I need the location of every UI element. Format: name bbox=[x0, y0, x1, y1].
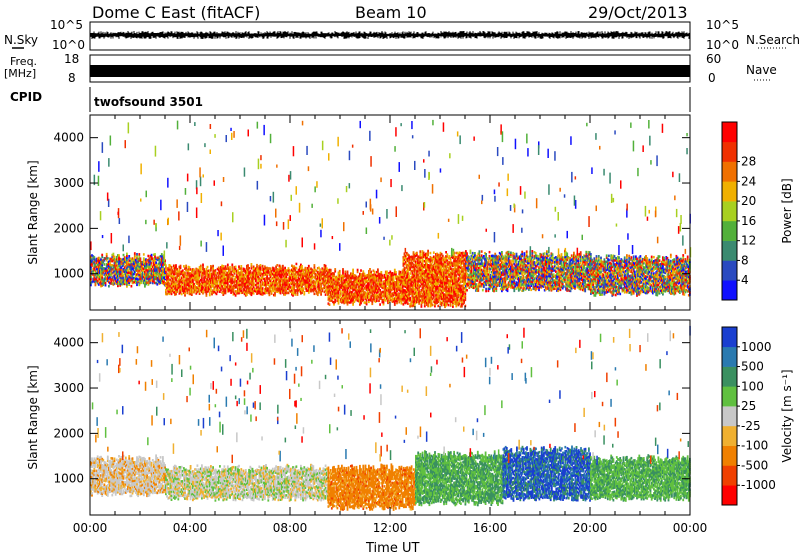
colorbar-tick: 25 bbox=[741, 399, 756, 413]
y-axis-label: Slant Range [km] bbox=[26, 365, 40, 469]
x-axis-label: Time UT bbox=[365, 541, 419, 554]
freq-unit-label: [MHz] bbox=[4, 67, 36, 80]
date-title: 29/Oct/2013 bbox=[588, 3, 688, 22]
colorbar-tick: -1000 bbox=[741, 478, 776, 492]
freq-trace bbox=[90, 65, 690, 77]
data-cells bbox=[90, 325, 691, 511]
colorbar-label: Power [dB] bbox=[780, 178, 794, 243]
colorbar-tick: -100 bbox=[741, 439, 768, 453]
cpid-name: twofsound 3501 bbox=[94, 95, 203, 109]
x-tick-label: 20:00 bbox=[573, 521, 608, 535]
colorbar-tick: 24 bbox=[741, 174, 756, 188]
colorbar-tick: 100 bbox=[741, 379, 764, 393]
nsearch-label: N.Search bbox=[746, 33, 800, 47]
y-tick-label: 3000 bbox=[53, 381, 84, 395]
colorbar-tick: 16 bbox=[741, 214, 756, 228]
nave-tick-top: 60 bbox=[706, 52, 721, 66]
station-title: Dome C East (fitACF) bbox=[92, 3, 260, 22]
colorbar-tick: -500 bbox=[741, 458, 768, 472]
y-tick-label: 1000 bbox=[53, 267, 84, 281]
x-tick-label: 12:00 bbox=[373, 521, 408, 535]
x-tick-label: 04:00 bbox=[173, 521, 208, 535]
y-axis-label: Slant Range [km] bbox=[26, 160, 40, 264]
colorbar-tick: 4 bbox=[741, 273, 749, 287]
colorbar: 1000 500 100 25 -25 -100 -500 -1000 Velocity [m … bbox=[721, 326, 794, 506]
noise-tick-right-top: 10^5 bbox=[706, 18, 739, 32]
velocity-panel: 1000 2000 3000 4000 00:00 04:00 08:00 12:00 16:0… bbox=[26, 319, 794, 535]
colorbar-label: Velocity [m s⁻¹] bbox=[780, 369, 794, 462]
freq-label: Freq. bbox=[10, 55, 37, 68]
nsky-label: N.Sky bbox=[4, 33, 38, 47]
colorbar-tick: 8 bbox=[741, 253, 749, 267]
y-tick-label: 2000 bbox=[53, 221, 84, 235]
noise-tick-left-bottom: 10^0 bbox=[52, 38, 85, 52]
nave-tick-bottom: 0 bbox=[708, 71, 716, 85]
freq-tick-top: 18 bbox=[64, 52, 79, 66]
y-tick-label: 4000 bbox=[53, 336, 84, 350]
noise-tick-right-bottom: 10^0 bbox=[706, 38, 739, 52]
beam-title: Beam 10 bbox=[355, 3, 427, 22]
x-tick-label: 00:00 bbox=[73, 521, 108, 535]
cpid-label: CPID bbox=[10, 90, 42, 104]
nave-label: Nave bbox=[746, 63, 777, 77]
colorbar-tick: 20 bbox=[741, 194, 756, 208]
freq-panel: Freq. [MHz] 18 8 60 0 Nave bbox=[4, 52, 777, 85]
colorbar-tick: -25 bbox=[741, 419, 761, 433]
colorbar-tick: 12 bbox=[741, 234, 756, 248]
colorbar: 4 8 12 16 20 24 28 Power [dB] bbox=[721, 121, 794, 301]
noise-tick-left-top: 10^5 bbox=[50, 18, 83, 32]
colorbar-tick: 1000 bbox=[741, 340, 772, 354]
cpid-panel: CPID twofsound 3501 bbox=[10, 87, 691, 112]
y-tick-label: 1000 bbox=[53, 472, 84, 486]
x-tick-label: 08:00 bbox=[273, 521, 308, 535]
noise-trace bbox=[90, 31, 690, 39]
x-tick-label: 00:00 bbox=[673, 521, 708, 535]
power-panel: 1000 2000 3000 4000 Slant Range [km] 4 8 12 16 20… bbox=[26, 114, 794, 311]
colorbar-tick: 500 bbox=[741, 360, 764, 374]
x-tick-label: 16:00 bbox=[473, 521, 508, 535]
y-tick-label: 4000 bbox=[53, 131, 84, 145]
noise-panel: N.Sky 10^5 10^0 10^5 10^0 N.Search bbox=[4, 18, 800, 52]
freq-tick-bottom: 8 bbox=[68, 71, 76, 85]
colorbar-tick: 28 bbox=[741, 155, 756, 169]
y-tick-label: 2000 bbox=[53, 426, 84, 440]
data-cells bbox=[90, 119, 692, 309]
y-tick-label: 3000 bbox=[53, 176, 84, 190]
